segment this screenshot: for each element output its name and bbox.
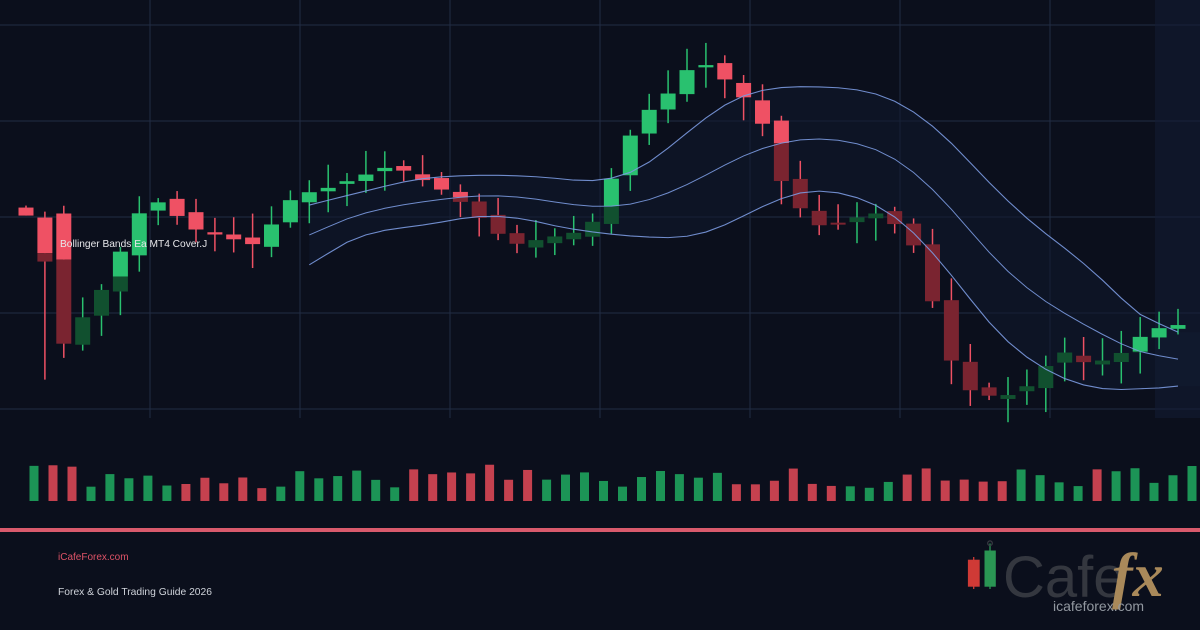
svg-text:Bollinger Bands Ea MT4 Cover.J: Bollinger Bands Ea MT4 Cover.J (60, 239, 207, 250)
svg-text:Forex & Gold Trading Guide 202: Forex & Gold Trading Guide 2026 (58, 587, 212, 598)
svg-text:iCafeForex.com: iCafeForex.com (58, 552, 129, 563)
svg-text:icafeforex.com: icafeforex.com (1053, 598, 1144, 614)
